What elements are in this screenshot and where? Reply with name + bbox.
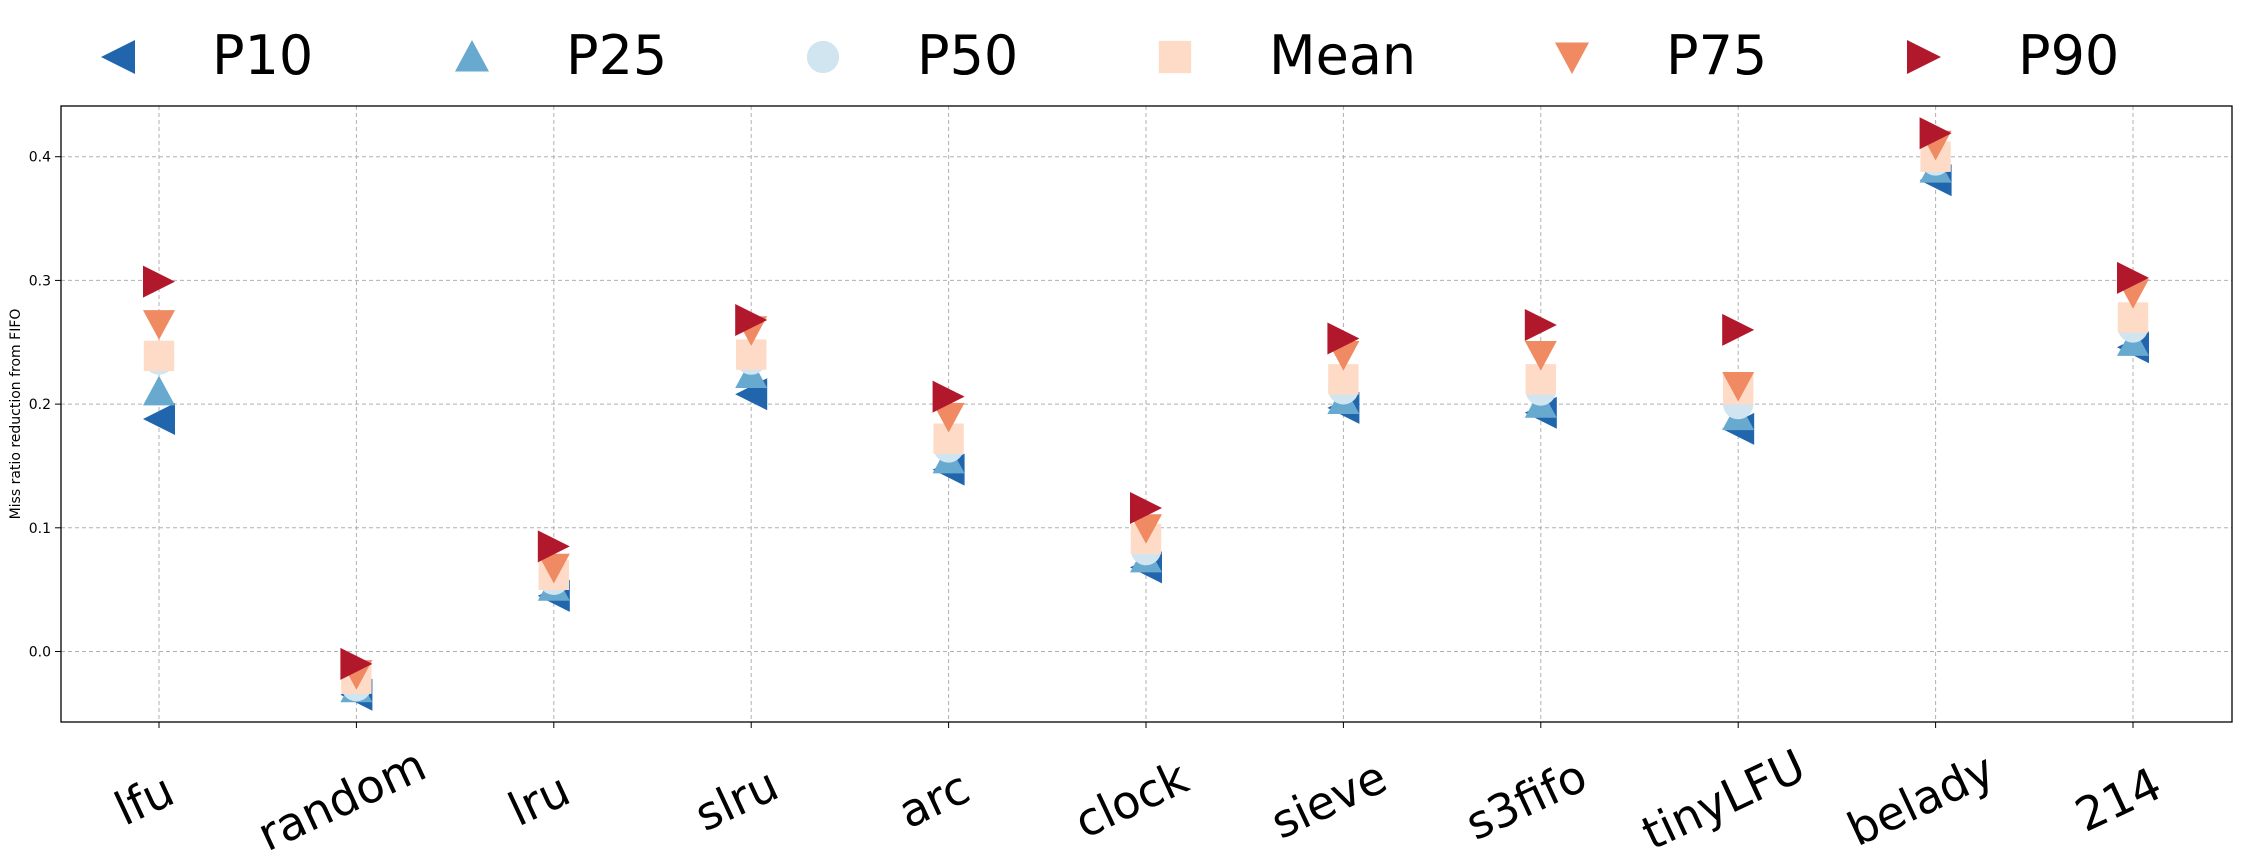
x-tick-label: arc [890, 760, 978, 839]
data-markers [143, 117, 2149, 711]
x-tick-label: slru [687, 757, 787, 842]
marker-p75-lfu [143, 310, 175, 340]
x-tick-label: clock [1066, 750, 1196, 849]
marker-p75-arc [932, 402, 965, 433]
x-tick-label: sieve [1263, 750, 1395, 850]
legend-label: P10 [212, 24, 313, 87]
x-tick-label: s3fifo [1457, 748, 1595, 850]
legend-label: P25 [566, 24, 667, 87]
x-tick-label: tinyLFU [1634, 738, 1814, 860]
marker-p75-lru [537, 553, 570, 584]
legend-item-p25: P25 [455, 24, 667, 87]
x-tick-label: belady [1839, 742, 2002, 856]
legend-label: Mean [1269, 24, 1416, 87]
y-tick-label: 0.4 [29, 150, 51, 166]
grid-lines [61, 106, 2232, 722]
x-axis: lfu random lru slru arc clock sieve s3fifo tinyL… [106, 722, 2169, 861]
x-tick-label: lru [500, 762, 578, 837]
marker-p10-lfu [143, 402, 175, 435]
y-tick-label: 0.1 [29, 521, 51, 537]
marker-p90-s3fifo [1524, 308, 1557, 341]
y-axis: 0.0 0.1 0.2 0.3 0.4 [29, 150, 61, 660]
marker-p90-tinylfu [1722, 313, 1755, 346]
marker-p90-belady [1919, 117, 1952, 150]
y-tick-label: 0.0 [29, 644, 51, 660]
legend-marker-p10 [101, 40, 135, 74]
y-tick-label: 0.2 [29, 397, 51, 413]
marker-p75-s3fifo [1524, 341, 1557, 371]
plot-area [60, 105, 2233, 723]
legend-marker-mean [1158, 40, 1192, 74]
marker-p90-lru [537, 530, 570, 563]
legend-marker-p75 [1555, 42, 1589, 74]
marker-p75-tinylfu [1722, 371, 1755, 402]
marker-p90-sieve [1327, 322, 1360, 355]
legend-item-mean: Mean [1158, 24, 1416, 87]
legend-marker-p50 [806, 40, 840, 74]
marker-p25-lfu [143, 375, 175, 406]
marker-p90-arc [932, 380, 965, 413]
legend-marker-p25 [455, 40, 489, 72]
marker-mean-lfu [143, 340, 175, 372]
legend-label: P75 [1666, 24, 1767, 87]
legend-item-p90: P90 [1907, 24, 2119, 87]
marker-p90-lfu [143, 265, 175, 298]
legend: P10 P25 P50 Mean P75 P90 [101, 24, 2119, 87]
marker-p90-clock [1130, 492, 1162, 525]
marker-p90-random [340, 647, 373, 680]
marker-p90-214 [2117, 261, 2149, 294]
x-tick-label: lfu [106, 763, 182, 837]
legend-item-p75: P75 [1555, 24, 1767, 87]
x-tick-label: 214 [2067, 756, 2169, 842]
legend-item-p50: P50 [806, 24, 1018, 87]
legend-label: P50 [917, 24, 1018, 87]
legend-marker-p90 [1907, 40, 1941, 74]
x-tick-label: random [249, 737, 434, 861]
legend-item-p10: P10 [101, 24, 313, 87]
marker-p75-clock [1130, 514, 1162, 544]
y-tick-label: 0.3 [29, 273, 51, 289]
y-axis-label: Miss ratio reduction from FIFO [8, 309, 24, 520]
marker-p90-slru [735, 303, 768, 336]
legend-label: P90 [2018, 24, 2119, 87]
